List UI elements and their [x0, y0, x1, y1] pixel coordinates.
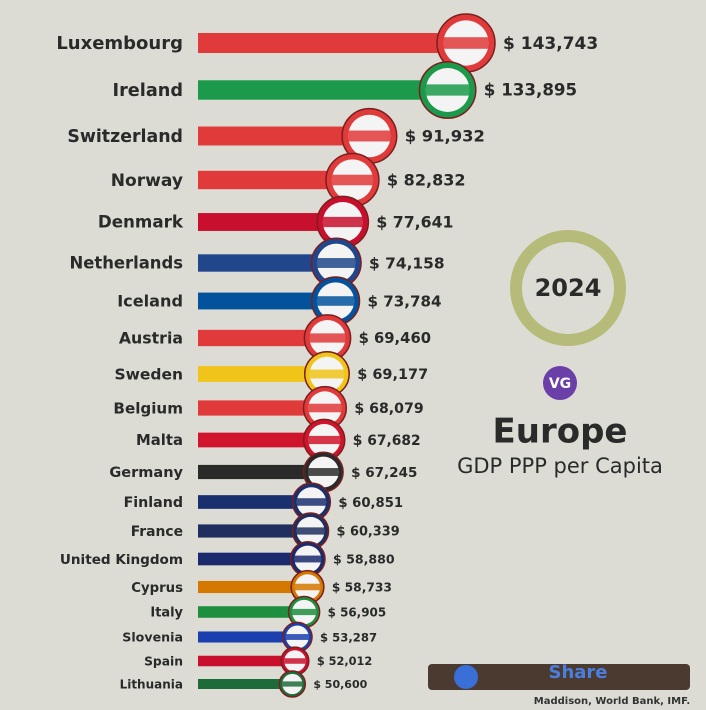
flag-stripe — [296, 498, 327, 506]
value-label: $ 56,905 — [328, 606, 387, 620]
bar — [198, 524, 311, 538]
category-label: France — [131, 524, 183, 540]
value-label: $ 69,460 — [359, 330, 431, 347]
bar — [198, 679, 293, 689]
category-label: Ireland — [113, 81, 184, 101]
bar — [198, 606, 305, 618]
like-icon[interactable] — [454, 665, 478, 689]
value-label: $ 58,733 — [332, 581, 392, 595]
category-label: Slovenia — [122, 630, 183, 645]
bar — [198, 495, 312, 509]
category-label: Iceland — [117, 292, 183, 311]
value-label: $ 68,079 — [354, 401, 423, 417]
category-label: Netherlands — [70, 254, 183, 273]
flag-stripe — [316, 258, 356, 268]
flag-stripe — [282, 681, 303, 687]
bar — [198, 33, 466, 53]
share-bar — [428, 664, 690, 690]
logo-badge — [543, 366, 577, 400]
value-label: $ 91,932 — [405, 127, 485, 146]
bar — [198, 126, 370, 146]
category-label: Luxembourg — [56, 33, 183, 54]
flag-stripe — [309, 333, 346, 343]
category-label: Switzerland — [67, 127, 183, 147]
flag-stripe — [308, 403, 342, 413]
bar — [198, 329, 328, 347]
category-label: Italy — [150, 606, 183, 621]
bar — [198, 552, 308, 566]
bar — [198, 170, 353, 190]
value-label: $ 73,784 — [368, 293, 442, 311]
chart-title: Europe — [493, 412, 628, 452]
category-label: Lithuania — [120, 678, 183, 692]
category-label: Austria — [119, 329, 183, 348]
value-label: $ 60,851 — [338, 496, 403, 511]
flag-stripe — [285, 634, 309, 640]
flag-stripe — [348, 130, 391, 142]
flag-stripe — [294, 555, 322, 563]
flag-stripe — [309, 369, 345, 379]
category-label: Cyprus — [131, 581, 183, 596]
category-label: Malta — [136, 432, 183, 449]
category-label: Denmark — [98, 212, 184, 232]
value-label: $ 143,743 — [503, 34, 598, 54]
value-label: $ 58,880 — [333, 552, 395, 567]
value-label: $ 77,641 — [376, 213, 453, 232]
category-label: Belgium — [113, 400, 183, 418]
bar — [198, 213, 343, 231]
chart-subtitle: GDP PPP per Capita — [457, 454, 663, 478]
category-label: Spain — [144, 655, 183, 669]
category-label: Sweden — [115, 366, 184, 384]
flag-stripe — [308, 435, 341, 445]
flag-stripe — [316, 296, 355, 306]
flag-stripe — [296, 527, 325, 535]
category-label: Norway — [111, 171, 183, 191]
value-label: $ 52,012 — [317, 655, 372, 668]
bar — [198, 366, 327, 382]
flag-stripe — [307, 468, 339, 476]
category-label: Germany — [109, 465, 183, 481]
bar — [198, 432, 325, 448]
bar — [198, 80, 448, 100]
flag-stripe — [322, 216, 363, 228]
value-label: $ 82,832 — [387, 171, 466, 190]
value-label: $ 50,600 — [313, 678, 367, 691]
share-button[interactable]: Share — [548, 662, 607, 683]
bar — [198, 580, 308, 594]
value-label: $ 74,158 — [369, 255, 445, 273]
value-label: $ 53,287 — [320, 631, 377, 645]
year: 2024 — [535, 274, 602, 302]
bar — [198, 400, 325, 416]
flag-stripe — [443, 37, 489, 49]
source: Maddison, World Bank, IMF. — [534, 696, 690, 707]
bar — [198, 655, 295, 667]
value-label: $ 60,339 — [337, 525, 400, 540]
bar — [198, 254, 337, 272]
year-ring — [510, 230, 626, 346]
category-label: Finland — [124, 495, 183, 511]
category-label: United Kingdom — [60, 552, 183, 568]
flag-stripe — [425, 84, 470, 96]
value-label: $ 133,895 — [484, 81, 577, 100]
value-label: $ 69,177 — [357, 367, 428, 383]
value-label: $ 67,245 — [351, 465, 417, 481]
bar — [198, 464, 324, 480]
value-label: $ 67,682 — [353, 433, 421, 449]
flag-stripe — [331, 174, 374, 186]
flag-stripe — [291, 608, 317, 616]
bar — [198, 292, 336, 310]
flag-stripe — [294, 583, 321, 591]
logo: VG — [549, 376, 571, 392]
bar — [198, 631, 298, 643]
flag-stripe — [284, 658, 306, 664]
